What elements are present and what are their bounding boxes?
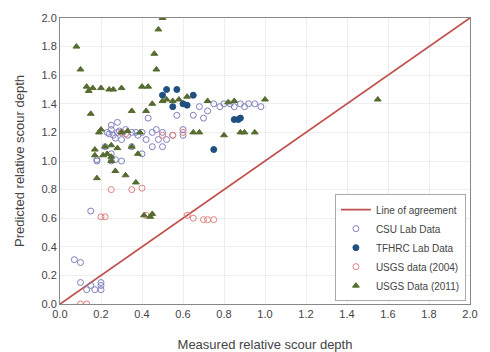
svg-text:0.8: 0.8 xyxy=(216,308,231,320)
svg-text:1.6: 1.6 xyxy=(380,308,395,320)
svg-text:0.8: 0.8 xyxy=(42,183,57,195)
svg-text:1.0: 1.0 xyxy=(42,155,57,167)
svg-text:1.4: 1.4 xyxy=(42,98,57,110)
svg-text:1.4: 1.4 xyxy=(339,308,354,320)
svg-text:0.4: 0.4 xyxy=(42,241,57,253)
svg-text:0.6: 0.6 xyxy=(175,308,190,320)
svg-text:0.2: 0.2 xyxy=(42,269,57,281)
svg-text:1.0: 1.0 xyxy=(257,308,272,320)
svg-text:2.0: 2.0 xyxy=(42,12,57,24)
svg-text:USGS data (2004): USGS data (2004) xyxy=(376,262,458,273)
svg-text:0.4: 0.4 xyxy=(134,308,149,320)
svg-text:1.8: 1.8 xyxy=(421,308,436,320)
svg-text:Predicted relative scour depth: Predicted relative scour depth xyxy=(12,75,27,247)
svg-text:1.2: 1.2 xyxy=(298,308,313,320)
svg-text:Line of agreement: Line of agreement xyxy=(376,205,457,216)
svg-text:CSU Lab Data: CSU Lab Data xyxy=(376,224,441,235)
svg-text:1.6: 1.6 xyxy=(42,69,57,81)
svg-text:0.6: 0.6 xyxy=(42,212,57,224)
svg-text:0.0: 0.0 xyxy=(52,308,67,320)
svg-text:0.2: 0.2 xyxy=(93,308,108,320)
svg-text:Measured relative scour depth: Measured relative scour depth xyxy=(178,337,353,352)
svg-text:1.2: 1.2 xyxy=(42,126,57,138)
svg-text:1.8: 1.8 xyxy=(42,40,57,52)
svg-text:2.0: 2.0 xyxy=(462,308,477,320)
svg-text:USGS Data (2011): USGS Data (2011) xyxy=(376,281,459,292)
svg-text:0.0: 0.0 xyxy=(42,298,57,310)
svg-text:TFHRC Lab Data: TFHRC Lab Data xyxy=(376,243,454,254)
